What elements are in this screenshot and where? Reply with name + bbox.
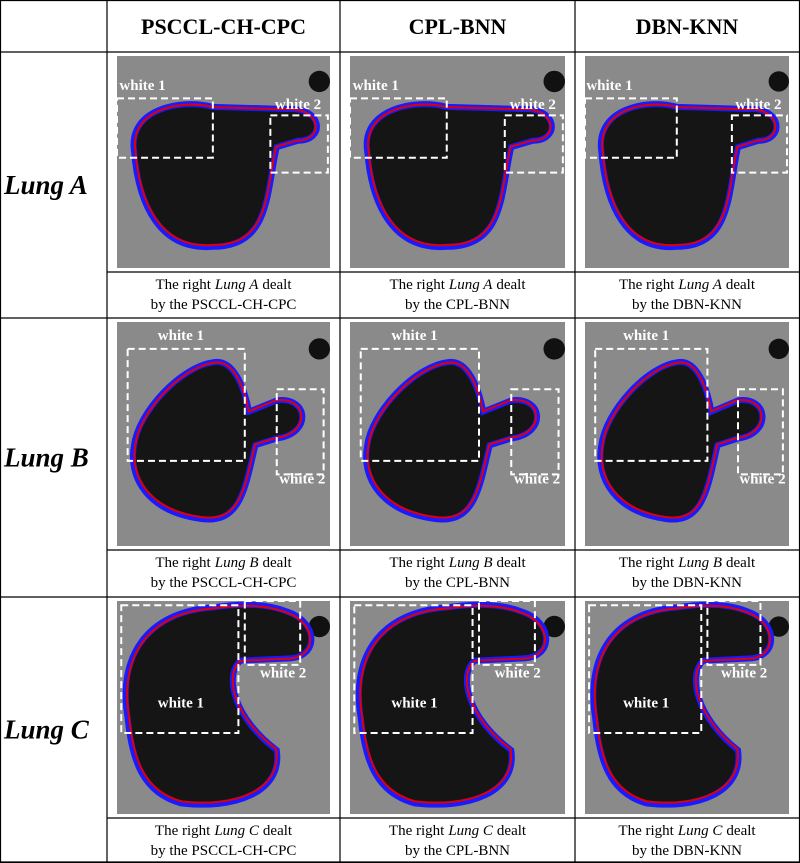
caption-lung: Lung C (213, 823, 260, 839)
bone (769, 339, 789, 359)
caption-text: dealt (726, 823, 756, 839)
box-label: white 2 (279, 471, 325, 487)
column-header: DBN-KNN (636, 14, 739, 39)
caption-line: by the DBN-KNN (632, 575, 742, 591)
bone (544, 338, 566, 360)
column-header: CPL-BNN (409, 14, 507, 39)
caption-lung: Lung A (677, 277, 722, 293)
box-label: white 2 (739, 471, 785, 487)
box-label: white 1 (623, 696, 669, 712)
caption-text: dealt (263, 823, 293, 839)
caption-text: The right (389, 823, 445, 839)
caption-line: by the DBN-KNN (632, 843, 742, 859)
caption-text: The right (618, 823, 674, 839)
box-label: white 2 (510, 97, 556, 113)
caption-text: The right (155, 823, 211, 839)
row-label: Lung C (3, 715, 90, 745)
caption-text: The right (389, 277, 445, 293)
caption-text: dealt (726, 555, 756, 571)
box-label: white 1 (391, 328, 437, 344)
bone (769, 71, 789, 91)
caption-line: by the PSCCL-CH-CPC (151, 575, 297, 591)
bone (309, 338, 330, 359)
caption-lung: Lung A (448, 277, 493, 293)
caption-text: dealt (496, 277, 526, 293)
caption-lung: Lung B (677, 555, 722, 571)
caption-lung: Lung C (447, 823, 494, 839)
caption-line: by the CPL-BNN (405, 297, 510, 313)
caption-text: The right (155, 277, 211, 293)
caption-lung: Lung A (214, 277, 259, 293)
box-label: white 1 (353, 78, 399, 94)
box-label: white 2 (275, 97, 321, 113)
caption-lung: Lung C (677, 823, 724, 839)
box-label: white 2 (495, 666, 541, 682)
box-label: white 1 (119, 78, 165, 94)
column-header: PSCCL-CH-CPC (141, 14, 306, 39)
caption-text: The right (389, 555, 445, 571)
caption-line: by the CPL-BNN (405, 843, 510, 859)
box-label: white 2 (735, 97, 781, 113)
box-label: white 2 (721, 666, 767, 682)
row-label: Lung B (3, 443, 89, 473)
caption-line: by the PSCCL-CH-CPC (151, 297, 297, 313)
caption-text: dealt (726, 277, 756, 293)
row-label: Lung A (3, 170, 88, 200)
box-label: white 1 (158, 328, 204, 344)
figure-table: PSCCL-CH-CPC CPL-BNN DBN-KNN Lung A white 1 w… (0, 0, 800, 863)
box-label: white 1 (391, 696, 437, 712)
bone (309, 71, 330, 92)
caption-line: The rightLung Adealt (155, 277, 292, 293)
box-label: white 1 (623, 328, 669, 344)
box-label: white 2 (260, 666, 306, 682)
caption-text: dealt (263, 555, 293, 571)
caption-text: dealt (497, 555, 527, 571)
bone (544, 71, 566, 93)
caption-lung: Lung B (448, 555, 493, 571)
box-label: white 1 (586, 78, 632, 94)
caption-text: The right (619, 277, 675, 293)
caption-text: The right (155, 555, 211, 571)
caption-line: by the DBN-KNN (632, 297, 742, 313)
caption-text: dealt (497, 823, 527, 839)
caption-line: by the CPL-BNN (405, 575, 510, 591)
caption-lung: Lung B (214, 555, 259, 571)
caption-line: by the PSCCL-CH-CPC (151, 843, 297, 859)
caption-text: The right (619, 555, 675, 571)
box-label: white 2 (514, 471, 560, 487)
caption-line: The rightLung Cdealt (618, 823, 756, 839)
caption-text: dealt (262, 277, 292, 293)
box-label: white 1 (158, 696, 204, 712)
